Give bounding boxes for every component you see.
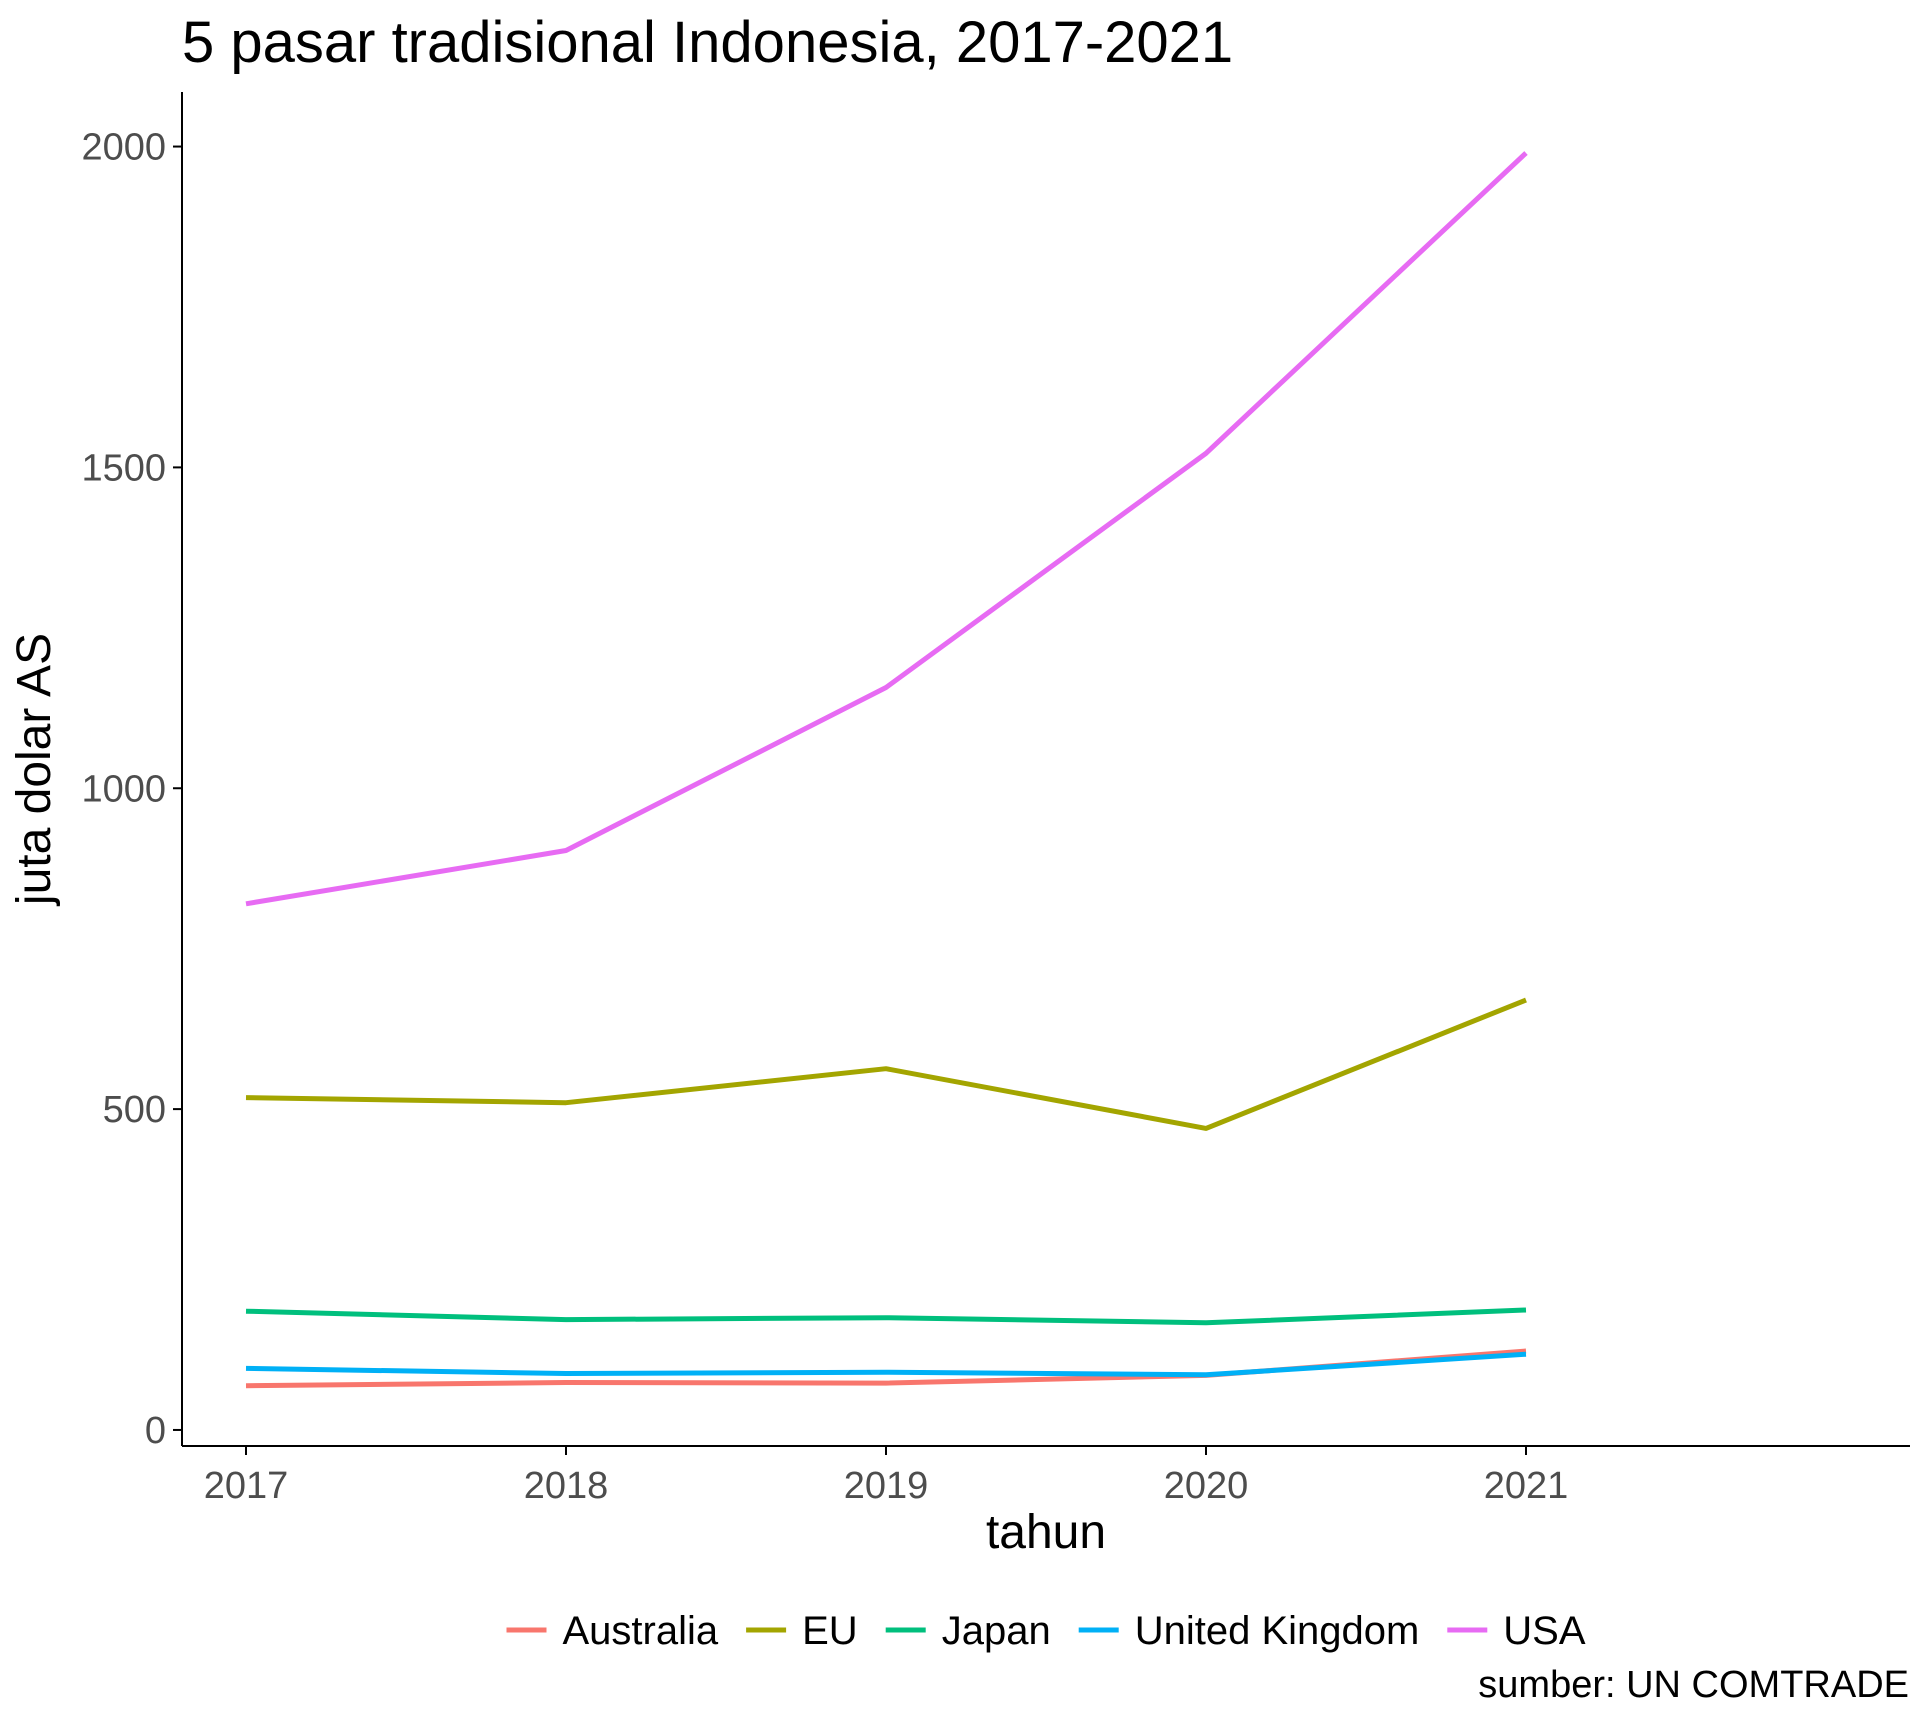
legend-item-australia: Australia <box>506 1609 719 1653</box>
legend-label: Australia <box>563 1609 719 1653</box>
series-line-usa <box>245 151 1528 907</box>
series-line-eu <box>245 997 1527 1131</box>
y-tick-label: 1500 <box>81 447 166 489</box>
x-axis-ticks: 2017 2018 2019 2020 2021 <box>204 1446 1569 1507</box>
legend-item-usa: USA <box>1447 1609 1586 1653</box>
series-line-united-kingdom <box>245 1351 1527 1378</box>
legend-item-japan: Japan <box>885 1609 1051 1653</box>
chart-title: 5 pasar tradisional Indonesia, 2017-2021 <box>182 10 1233 75</box>
y-tick-label: 500 <box>103 1089 166 1131</box>
x-tick-label: 2019 <box>844 1465 929 1507</box>
x-tick-label: 2018 <box>524 1465 609 1507</box>
legend-label: United Kingdom <box>1135 1609 1420 1653</box>
y-axis-ticks: 0 500 1000 1500 2000 <box>81 127 182 1452</box>
legend-label: EU <box>802 1609 858 1653</box>
y-tick-label: 0 <box>145 1410 166 1452</box>
series-line-japan <box>245 1307 1527 1326</box>
x-tick-label: 2021 <box>1484 1465 1569 1507</box>
y-tick-label: 1000 <box>81 768 166 810</box>
legend-label: USA <box>1503 1609 1586 1653</box>
y-axis-label: juta dolar AS <box>8 633 61 907</box>
source-caption: sumber: UN COMTRADE <box>1478 1664 1909 1706</box>
legend-label: Japan <box>942 1609 1051 1653</box>
x-tick-label: 2017 <box>204 1465 289 1507</box>
x-axis-label: tahun <box>986 1506 1106 1559</box>
legend: Australia EU Japan United Kingdom USA <box>506 1609 1586 1653</box>
x-tick-label: 2020 <box>1164 1465 1249 1507</box>
y-tick-label: 2000 <box>81 127 166 169</box>
legend-item-eu: EU <box>746 1609 858 1653</box>
plot-area <box>245 151 1528 1389</box>
legend-item-united-kingdom: United Kingdom <box>1078 1609 1420 1653</box>
